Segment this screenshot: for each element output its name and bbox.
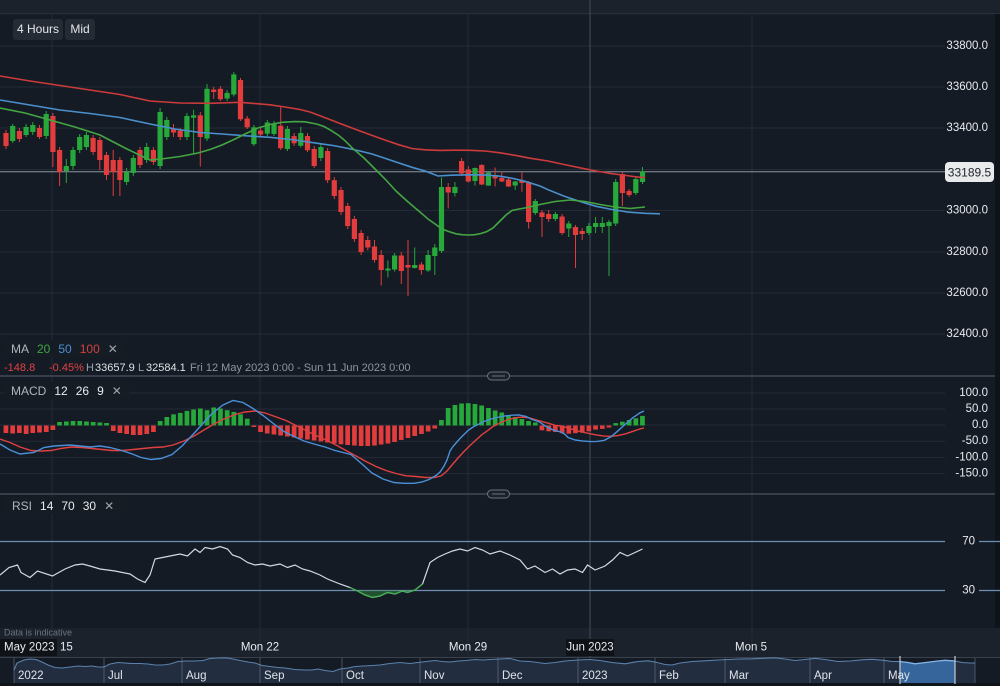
svg-text:70: 70 bbox=[962, 536, 975, 548]
svg-text:Jul: Jul bbox=[108, 670, 123, 682]
svg-text:Dec: Dec bbox=[502, 670, 523, 682]
svg-text:Feb: Feb bbox=[659, 670, 679, 682]
svg-text:30: 30 bbox=[962, 585, 975, 597]
svg-text:-150.0: -150.0 bbox=[955, 468, 988, 480]
svg-text:-100.0: -100.0 bbox=[955, 451, 988, 463]
svg-text:32600.0: 32600.0 bbox=[946, 287, 988, 299]
svg-text:33800.0: 33800.0 bbox=[946, 40, 988, 52]
svg-text:0.0: 0.0 bbox=[972, 419, 988, 431]
svg-text:Nov: Nov bbox=[424, 670, 445, 682]
svg-text:Mon 29: Mon 29 bbox=[449, 642, 487, 654]
svg-text:Sep: Sep bbox=[264, 670, 284, 682]
svg-text:May 2023: May 2023 bbox=[4, 642, 55, 654]
svg-text:Data is indicative: Data is indicative bbox=[4, 628, 72, 638]
svg-text:33600.0: 33600.0 bbox=[946, 81, 988, 93]
svg-text:-50.0: -50.0 bbox=[962, 435, 988, 447]
svg-text:Mon 5: Mon 5 bbox=[735, 642, 767, 654]
svg-text:2023: 2023 bbox=[582, 670, 608, 682]
svg-text:100.0: 100.0 bbox=[959, 387, 988, 399]
svg-text:Mon 22: Mon 22 bbox=[241, 642, 279, 654]
svg-text:Mar: Mar bbox=[729, 670, 749, 682]
svg-text:Jun 2023: Jun 2023 bbox=[566, 642, 613, 654]
svg-text:32800.0: 32800.0 bbox=[946, 246, 988, 258]
svg-text:May: May bbox=[888, 670, 910, 682]
svg-text:32400.0: 32400.0 bbox=[946, 328, 988, 340]
svg-text:Oct: Oct bbox=[346, 670, 365, 682]
svg-text:50.0: 50.0 bbox=[966, 403, 988, 415]
svg-text:33400.0: 33400.0 bbox=[946, 122, 988, 134]
svg-text:33189.5: 33189.5 bbox=[948, 166, 992, 180]
svg-text:15: 15 bbox=[60, 642, 73, 654]
svg-text:Aug: Aug bbox=[186, 670, 206, 682]
svg-text:33000.0: 33000.0 bbox=[946, 205, 988, 217]
svg-text:Apr: Apr bbox=[814, 670, 832, 682]
svg-text:2022: 2022 bbox=[18, 670, 44, 682]
